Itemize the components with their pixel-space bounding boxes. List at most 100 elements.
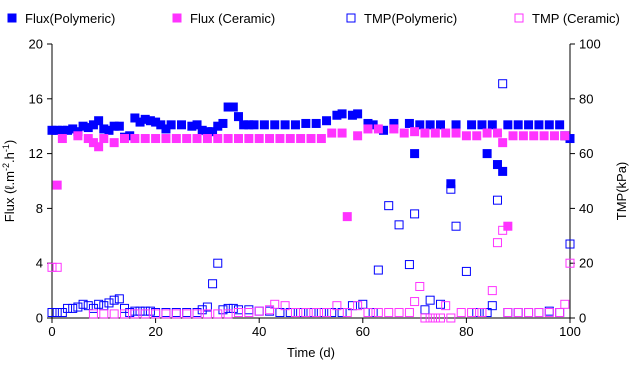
x-tick-label: 100 <box>559 324 581 339</box>
data-point <box>384 201 394 211</box>
data-point <box>244 305 254 315</box>
legend-label: TMP(Polymeric) <box>364 11 457 26</box>
legend-label: Flux(Polymeric) <box>25 11 115 26</box>
data-point <box>171 134 181 144</box>
legend-marker <box>514 13 524 23</box>
data-point <box>539 131 549 141</box>
data-point <box>244 308 254 318</box>
data-point <box>436 299 445 309</box>
data-point <box>404 260 414 270</box>
y-axis-title: Flux (ℓ.m-2.h-1) <box>1 140 17 222</box>
data-point <box>524 120 534 130</box>
data-point <box>404 118 414 128</box>
data-point <box>114 121 124 131</box>
data-point <box>202 134 212 144</box>
data-point <box>410 127 420 137</box>
data-point <box>425 313 435 323</box>
y-tick-label: 0 <box>36 311 43 326</box>
data-point <box>140 309 150 319</box>
data-point <box>524 308 534 318</box>
data-point <box>415 281 425 291</box>
data-point <box>202 309 212 319</box>
data-point <box>446 184 456 194</box>
data-point <box>275 134 285 144</box>
data-point <box>192 134 202 144</box>
data-point <box>472 308 482 318</box>
data-point <box>353 301 363 311</box>
data-point <box>109 309 119 319</box>
data-point <box>358 299 368 309</box>
data-point <box>296 308 306 318</box>
y2-tick-label: 20 <box>579 256 593 271</box>
data-point <box>498 79 508 89</box>
data-point <box>249 120 259 130</box>
data-point <box>192 309 202 319</box>
data-point <box>503 120 513 130</box>
data-point <box>555 308 565 318</box>
data-point <box>549 131 559 141</box>
data-point <box>342 308 352 318</box>
x-tick-label: 0 <box>48 324 55 339</box>
data-point <box>332 301 342 311</box>
data-point <box>430 313 440 323</box>
data-point <box>120 309 130 319</box>
data-point <box>353 109 363 119</box>
y2-tick-label: 0 <box>579 311 586 326</box>
axes: 0 20 40 60 80 100 0 4 8 12 16 20 0 20 40 60 80 100 <box>29 37 601 340</box>
data-point <box>441 301 451 311</box>
data-point <box>487 301 497 311</box>
data-point <box>436 120 445 130</box>
data-point <box>140 134 150 144</box>
data-point <box>451 120 461 130</box>
data-point <box>477 120 487 130</box>
data-point <box>83 301 93 311</box>
data-point <box>285 308 295 318</box>
data-point <box>456 308 466 318</box>
data-point <box>301 118 311 128</box>
data-point <box>47 262 57 272</box>
data-point <box>487 120 497 130</box>
y-tick-label: 12 <box>29 146 43 161</box>
data-point <box>482 128 492 138</box>
data-point <box>410 149 420 159</box>
series-2 <box>52 124 570 231</box>
data-point <box>130 309 140 319</box>
y-tick-label: 20 <box>29 37 43 52</box>
y2-tick-label: 80 <box>579 91 593 106</box>
data-point <box>513 120 523 130</box>
data-point <box>363 124 373 134</box>
data-point <box>425 120 435 130</box>
legend-label: TMP (Ceramic) <box>532 11 620 26</box>
data-point <box>544 120 554 130</box>
data-point <box>182 309 192 319</box>
data-point <box>73 131 83 141</box>
data-point <box>342 212 352 222</box>
data-point <box>394 308 404 318</box>
data-point <box>498 166 508 176</box>
data-point <box>301 308 311 318</box>
data-point <box>254 134 264 144</box>
data-point <box>482 149 492 159</box>
x-tick-label: 60 <box>356 324 370 339</box>
series-3 <box>47 79 575 318</box>
y-axis-title-part: ) <box>2 140 17 144</box>
data-point <box>472 131 482 141</box>
data-point <box>114 294 124 304</box>
data-point <box>296 134 306 144</box>
y-tick-label: 16 <box>29 91 43 106</box>
data-point <box>280 120 290 130</box>
y2-tick-label: 40 <box>579 201 593 216</box>
x-axis-title: Time (d) <box>287 345 335 360</box>
data-point <box>560 131 570 141</box>
data-point <box>420 305 430 315</box>
data-point <box>265 305 275 315</box>
y-axis-ticks: 0 4 8 12 16 20 <box>29 37 52 326</box>
legend-marker <box>346 13 356 23</box>
data-point <box>461 131 471 141</box>
data-point <box>99 309 109 319</box>
data-point <box>337 128 347 138</box>
data-point <box>213 258 223 268</box>
data-point <box>254 306 264 316</box>
data-point <box>492 160 502 170</box>
data-point <box>327 128 337 138</box>
